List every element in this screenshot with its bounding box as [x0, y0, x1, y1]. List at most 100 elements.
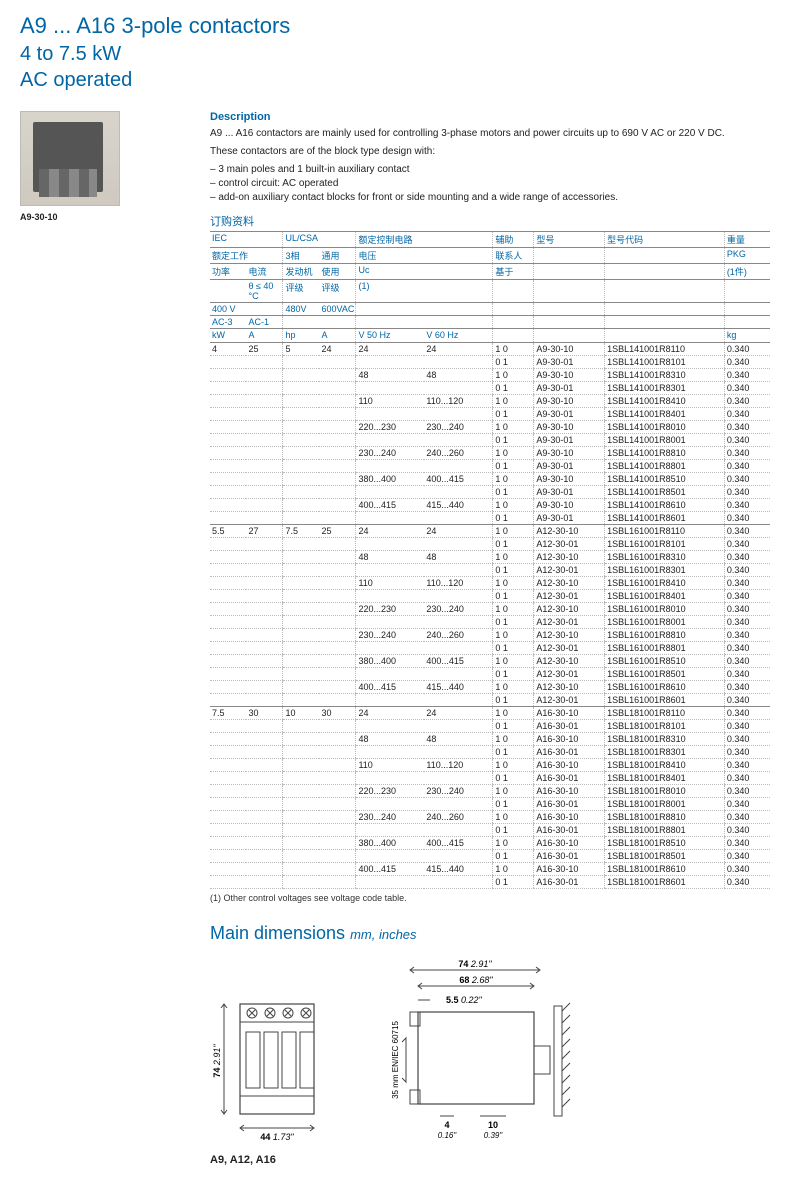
diagram-front: 74 2.91" 44 1.73" [210, 986, 340, 1146]
table-cell: 48 [356, 368, 424, 381]
table-cell: 1 0 [493, 836, 534, 849]
table-cell [246, 680, 283, 693]
table-row: 5.5277.52524241 0A12-30-101SBL161001R811… [210, 524, 770, 537]
table-cell: A12-30-01 [534, 693, 605, 706]
table-cell: A16-30-10 [534, 706, 605, 719]
table-cell [246, 615, 283, 628]
table-cell: 0.340 [724, 732, 770, 745]
table-cell: 48 [356, 732, 424, 745]
th: (1) [356, 279, 493, 302]
table-cell: 0.340 [724, 758, 770, 771]
th: kg [724, 328, 770, 342]
table-cell [210, 511, 246, 524]
table-row: 42552424241 0A9-30-101SBL141001R81100.34… [210, 342, 770, 355]
table-row: 0 1A16-30-011SBL181001R84010.340 [210, 771, 770, 784]
table-cell: 1SBL181001R8601 [605, 875, 725, 888]
table-cell: 400...415 [424, 472, 492, 485]
table-cell: 0.340 [724, 680, 770, 693]
description-list: 3 main poles and 1 built-in auxiliary co… [210, 163, 770, 205]
table-cell [356, 771, 424, 784]
table-cell [246, 563, 283, 576]
table-cell [283, 589, 319, 602]
th: kW [210, 328, 246, 342]
table-cell: 1 0 [493, 576, 534, 589]
ordering-table: IEC UL/CSA 额定控制电路 辅助 型号 型号代码 重量 额定工作 3相 … [210, 231, 770, 889]
table-cell: 380...400 [356, 836, 424, 849]
table-cell [283, 693, 319, 706]
table-cell: 400...415 [424, 836, 492, 849]
table-cell: 1SBL161001R8501 [605, 667, 725, 680]
table-cell: A16-30-01 [534, 797, 605, 810]
svg-text:74 2.91": 74 2.91" [458, 959, 492, 969]
description-bullet: control circuit: AC operated [210, 177, 770, 191]
table-cell [424, 667, 492, 680]
table-cell [210, 823, 246, 836]
table-cell [246, 368, 283, 381]
table-cell [319, 836, 356, 849]
table-cell: 0.340 [724, 511, 770, 524]
table-cell: 24 [424, 342, 492, 355]
table-row: 0 1A12-30-011SBL161001R88010.340 [210, 641, 770, 654]
table-cell [283, 550, 319, 563]
table-cell [210, 875, 246, 888]
table-cell: 0.340 [724, 706, 770, 719]
table-cell [210, 797, 246, 810]
table-cell [319, 771, 356, 784]
table-cell [319, 667, 356, 680]
description-p1: A9 ... A16 contactors are mainly used fo… [210, 127, 770, 141]
table-cell [283, 446, 319, 459]
th: 电压 [356, 247, 493, 263]
table-cell: 5.5 [210, 524, 246, 537]
table-cell [283, 784, 319, 797]
table-cell: 220...230 [356, 420, 424, 433]
table-cell [283, 875, 319, 888]
table-cell [424, 693, 492, 706]
table-cell: 1 0 [493, 810, 534, 823]
table-cell: 1SBL141001R8501 [605, 485, 725, 498]
table-cell [356, 511, 424, 524]
table-row: 220...230230...2401 0A9-30-101SBL141001R… [210, 420, 770, 433]
table-cell: 230...240 [424, 784, 492, 797]
table-cell: A12-30-01 [534, 615, 605, 628]
table-cell: A12-30-01 [534, 537, 605, 550]
table-cell [283, 719, 319, 732]
table-cell [356, 433, 424, 446]
table-cell [283, 537, 319, 550]
table-cell [283, 394, 319, 407]
table-cell [210, 368, 246, 381]
table-row: 0 1A9-30-011SBL141001R84010.340 [210, 407, 770, 420]
table-cell: 0.340 [724, 693, 770, 706]
table-cell: 0.340 [724, 576, 770, 589]
table-cell [424, 485, 492, 498]
table-cell: 0 1 [493, 849, 534, 862]
table-cell: 1 0 [493, 732, 534, 745]
table-cell [356, 537, 424, 550]
table-cell: A12-30-01 [534, 641, 605, 654]
table-cell [210, 745, 246, 758]
table-cell: 0.340 [724, 875, 770, 888]
table-cell [356, 485, 424, 498]
table-cell: 0 1 [493, 381, 534, 394]
table-cell: 0.340 [724, 810, 770, 823]
table-row: 220...230230...2401 0A12-30-101SBL161001… [210, 602, 770, 615]
table-cell: 1SBL141001R8110 [605, 342, 725, 355]
table-row: 0 1A12-30-011SBL161001R83010.340 [210, 563, 770, 576]
table-cell [319, 862, 356, 875]
diagram-caption: A9, A12, A16 [210, 1154, 770, 1166]
description-p2: These contactors are of the block type d… [210, 145, 770, 159]
table-cell [319, 420, 356, 433]
table-cell [356, 589, 424, 602]
th: PKG [724, 247, 770, 263]
table-cell [319, 628, 356, 641]
th: 额定工作 [210, 247, 283, 263]
table-cell [319, 576, 356, 589]
table-cell: 0.340 [724, 342, 770, 355]
table-cell: A16-30-10 [534, 784, 605, 797]
table-cell [424, 641, 492, 654]
th-ulcsa: UL/CSA [283, 231, 356, 247]
table-cell: 0.340 [724, 550, 770, 563]
table-cell: 30 [319, 706, 356, 719]
table-cell: 0.340 [724, 797, 770, 810]
table-cell [356, 745, 424, 758]
table-cell: 1SBL181001R8301 [605, 745, 725, 758]
